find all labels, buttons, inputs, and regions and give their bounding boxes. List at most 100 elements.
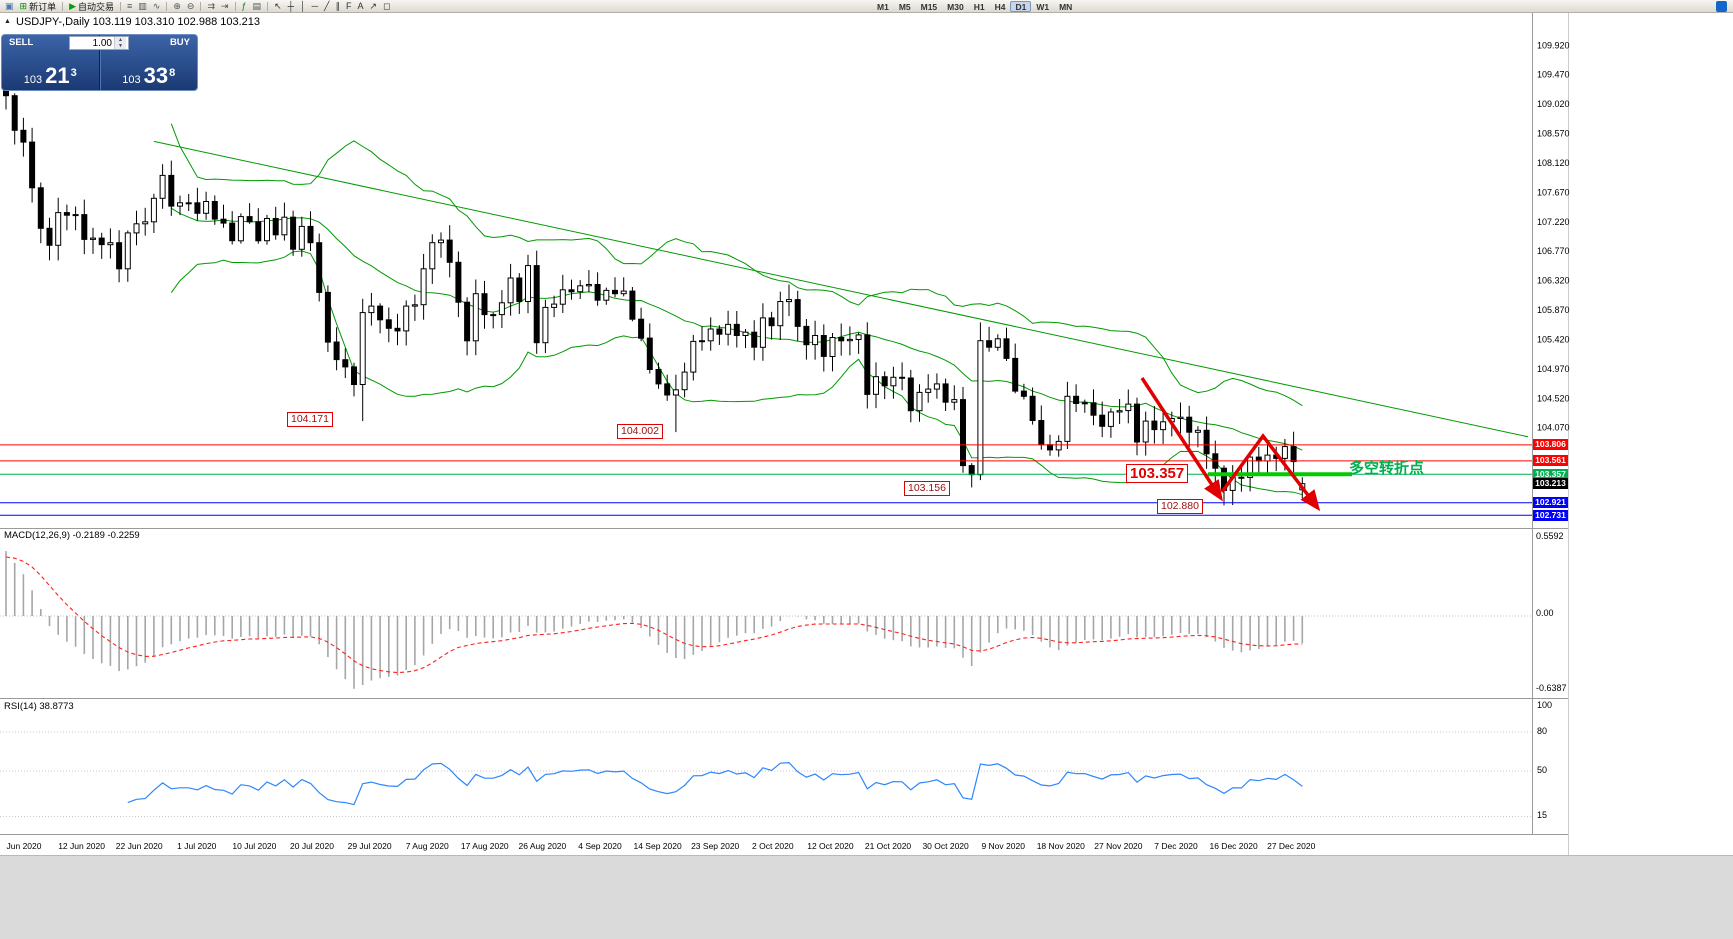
price-label-103357[interactable]: 103.357 [1126,464,1189,483]
horizontal-line-icon[interactable]: ─ [309,0,321,12]
templates-icon: ▤ [252,1,262,11]
price-tag-103.213: 103.213 [1533,478,1568,490]
timeframe-m1-button[interactable]: M1 [877,2,889,12]
timeframe-m30-button[interactable]: M30 [947,2,964,12]
line-chart-icon[interactable]: ∿ [150,0,164,12]
chart-shift-icon[interactable]: ⇥ [218,0,232,12]
svg-text:Jun 2020: Jun 2020 [7,841,42,851]
new-order-button[interactable]: ⊞ 新订单 [17,0,60,12]
candlestick-chart-icon: ▥ [138,1,147,11]
horizontal-line-icon: ─ [311,1,319,11]
toolbar-separator [62,1,64,11]
volume-up-button[interactable]: ▲ [115,37,126,43]
toolbar: ▣ ⊞ 新订单 ▶ 自动交易 ≡ ▥ ∿ ⊕ ⊖ ⇉ ⇥ ƒ ▤ ↖ ┼ │ ─ ╱ ∥ F A ↗ ◻ M1 M5 M15 M30… [0,0,1733,13]
toolbar-separator [166,1,168,11]
price-tag-102.731: 102.731 [1533,509,1568,521]
price-tag-102.921: 102.921 [1533,497,1568,509]
buy-price-pip: 8 [169,67,176,79]
indicators-icon[interactable]: ƒ [239,0,250,12]
price-label-104002[interactable]: 104.002 [617,424,663,439]
chart-window-icon: ▣ [5,1,14,11]
templates-icon[interactable]: ▤ [250,0,265,12]
vertical-line-icon[interactable]: │ [297,0,309,12]
svg-text:21 Oct 2020: 21 Oct 2020 [865,841,912,851]
macd-axis-min: -0.6387 [1536,683,1567,693]
price-tag-103.806: 103.806 [1533,439,1568,451]
timeframe-m5-button[interactable]: M5 [898,2,911,12]
svg-text:107.220: 107.220 [1537,217,1570,227]
price-label-104171[interactable]: 104.171 [287,412,333,427]
svg-text:14 Sep 2020: 14 Sep 2020 [633,841,681,851]
timeframe-h4-button[interactable]: H4 [994,2,1006,12]
svg-text:23 Sep 2020: 23 Sep 2020 [691,841,739,851]
line-chart-icon: ∿ [152,1,161,11]
svg-text:104.970: 104.970 [1537,364,1570,374]
sell-price-pip: 3 [70,67,77,79]
svg-text:12 Jun 2020: 12 Jun 2020 [58,841,105,851]
svg-text:1 Jul 2020: 1 Jul 2020 [177,841,216,851]
svg-text:109.920: 109.920 [1537,40,1570,50]
svg-text:7 Dec 2020: 7 Dec 2020 [1154,841,1198,851]
turning-point-label[interactable]: 多空转折点 [1349,460,1425,477]
svg-text:104.520: 104.520 [1537,393,1570,403]
vertical-line-icon: │ [300,1,306,11]
chart-info-line: USDJPY-,Daily 103.119 103.310 102.988 10… [16,16,261,28]
svg-text:18 Nov 2020: 18 Nov 2020 [1037,841,1085,851]
timeframe-mn-button[interactable]: MN [1059,2,1073,12]
shapes-icon: ◻ [383,1,391,11]
bars-chart-icon[interactable]: ≡ [124,0,135,12]
svg-text:107.670: 107.670 [1537,187,1570,197]
chart-window-icon[interactable]: ▣ [2,0,17,12]
channel-icon[interactable]: ∥ [332,0,343,12]
svg-text:4 Sep 2020: 4 Sep 2020 [578,841,622,851]
svg-text:29 Jul 2020: 29 Jul 2020 [348,841,392,851]
zoom-out-icon[interactable]: ⊖ [184,0,198,12]
cursor-icon[interactable]: ↖ [271,0,285,12]
macd-axis-zero: 0.00 [1536,608,1554,618]
svg-text:108.570: 108.570 [1537,129,1570,139]
zoom-out-icon: ⊖ [186,1,195,11]
sell-button[interactable]: SELL 103 21 3 [2,35,100,90]
candlestick-chart-icon[interactable]: ▥ [135,0,150,12]
rsi-level-80: 80 [1537,726,1548,736]
price-label-103156[interactable]: 103.156 [904,481,950,496]
timeframe-h1-button[interactable]: H1 [973,2,985,12]
crosshair-icon[interactable]: ┼ [285,0,297,12]
trendline-icon[interactable]: ╱ [321,0,332,12]
toolbar-buttons: ▣ ⊞ 新订单 ▶ 自动交易 ≡ ▥ ∿ ⊕ ⊖ ⇉ ⇥ ƒ ▤ ↖ ┼ │ ─ ╱ ∥ F A ↗ ◻ [2,0,393,12]
new-order-button-label: 新订单 [29,1,57,12]
oneclick-collapse-toggle[interactable]: ▲ [4,18,11,25]
svg-text:108.120: 108.120 [1537,158,1570,168]
timeframe-d1-button[interactable]: D1 [1010,1,1032,12]
volume-down-button[interactable]: ▼ [115,43,126,49]
svg-text:10 Jul 2020: 10 Jul 2020 [232,841,276,851]
shapes-icon[interactable]: ◻ [380,0,393,12]
price-label-102880[interactable]: 102.880 [1157,499,1203,514]
trendline-icon: ╱ [324,1,330,11]
zoom-in-icon[interactable]: ⊕ [170,0,184,12]
community-icon[interactable] [1716,1,1727,12]
auto-trading-button[interactable]: ▶ 自动交易 [66,0,117,12]
price-tag-103.561: 103.561 [1533,455,1568,467]
volume-input[interactable] [70,37,114,49]
chart-shift-icon: ⇥ [220,1,229,11]
indicators-icon: ƒ [241,1,247,11]
volume-spinner: ▲ ▼ [114,37,126,49]
svg-text:9 Nov 2020: 9 Nov 2020 [981,841,1025,851]
one-click-trading-panel: SELL 103 21 3 BUY 103 33 8 [1,34,198,91]
toolbar-separator [200,1,202,11]
macd-indicator-title: MACD(12,26,9) -0.2189 -0.2259 [4,530,140,541]
volume-field: ▲ ▼ [69,36,129,50]
text-icon[interactable]: A [354,0,366,12]
fibonacci-icon[interactable]: F [343,0,355,12]
toolbar-separator [234,1,236,11]
arrows-icon[interactable]: ↗ [366,0,380,12]
svg-text:22 Jun 2020: 22 Jun 2020 [116,841,163,851]
timeframe-w1-button[interactable]: W1 [1036,2,1050,12]
sell-label: SELL [9,37,34,48]
channel-icon: ∥ [335,1,340,11]
timeframe-m15-button[interactable]: M15 [920,2,938,12]
auto-scroll-icon[interactable]: ⇉ [204,0,218,12]
buy-button[interactable]: BUY 103 33 8 [99,35,198,90]
